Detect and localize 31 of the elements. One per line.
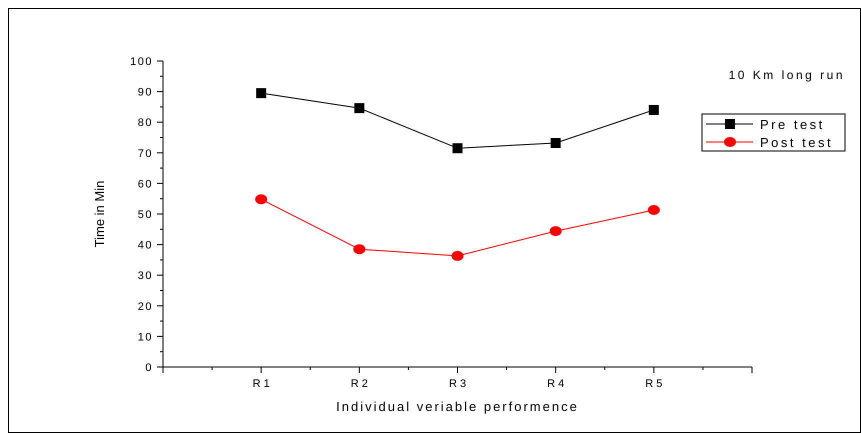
y-tick-label: 40 bbox=[138, 240, 153, 252]
y-tick-label: 90 bbox=[138, 86, 153, 99]
point bbox=[648, 104, 659, 115]
x-tick-label: R 3 bbox=[448, 378, 466, 390]
y-tick-label: 30 bbox=[138, 270, 153, 282]
point bbox=[648, 205, 660, 216]
y-tick-label: 100 bbox=[130, 56, 153, 68]
y-tick-label: 70 bbox=[138, 148, 153, 160]
point bbox=[452, 250, 464, 261]
y-tick-label: 60 bbox=[138, 178, 153, 190]
legend-label: Pre test bbox=[760, 117, 825, 132]
x-tick-label: R 1 bbox=[252, 378, 270, 390]
text: 10 Km long run bbox=[728, 68, 845, 82]
point bbox=[550, 226, 562, 236]
x-tick-label: R 2 bbox=[350, 378, 368, 390]
point bbox=[452, 143, 462, 154]
point bbox=[256, 88, 266, 98]
y-tick-label: 0 bbox=[145, 362, 153, 374]
x-tick-label: R 4 bbox=[547, 378, 564, 390]
y-tick-label: 10 bbox=[138, 331, 153, 344]
x-tick-label: R 5 bbox=[645, 378, 662, 390]
point bbox=[354, 103, 364, 114]
legend-label: Post test bbox=[760, 135, 834, 150]
y-tick-label: 80 bbox=[138, 117, 153, 130]
point bbox=[550, 138, 561, 148]
y-axis-title: Time in Min bbox=[92, 180, 107, 248]
point bbox=[255, 194, 268, 204]
point bbox=[353, 244, 366, 254]
x-axis-title: Individual veriable performence bbox=[336, 399, 579, 414]
y-tick-label: 20 bbox=[138, 300, 153, 313]
y-tick-label: 50 bbox=[138, 209, 153, 221]
